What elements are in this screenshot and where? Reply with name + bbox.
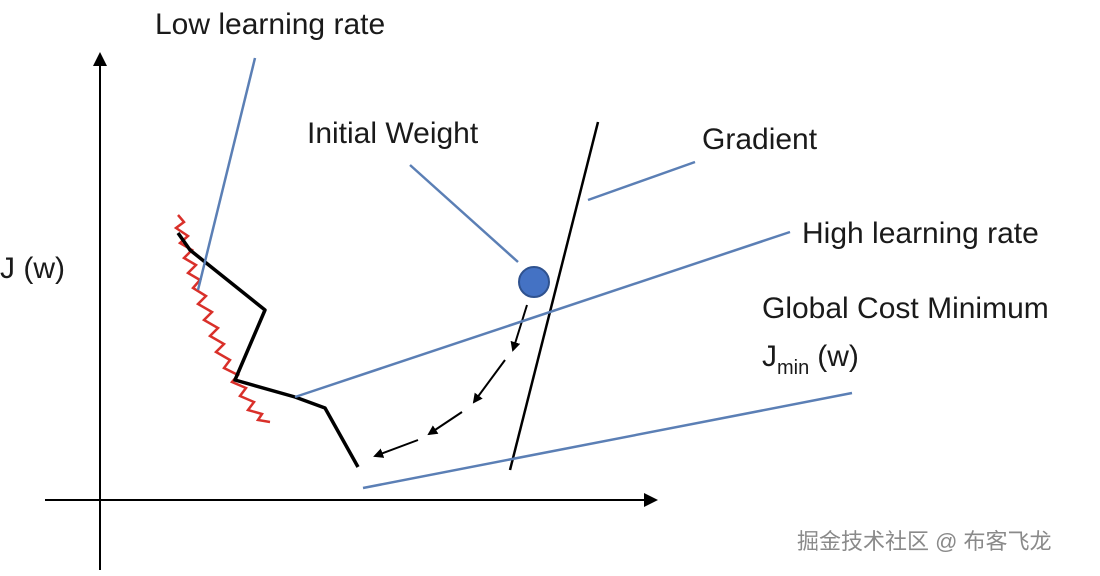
callout-line <box>409 164 519 263</box>
callout-line <box>362 391 853 490</box>
callout-line <box>294 230 791 399</box>
label: Low learning rate <box>155 8 385 41</box>
watermark: 掘金技术社区 @ 布客飞龙 <box>797 529 1052 554</box>
descent-arrows <box>373 304 528 458</box>
axis-label: J (w) <box>0 252 65 285</box>
label: Gradient <box>702 123 818 156</box>
label: Global Cost Minimum <box>762 292 1049 325</box>
symbol: J <box>762 340 777 373</box>
callout-line <box>587 160 696 202</box>
initial-weight-point <box>518 266 550 298</box>
callout-line <box>196 57 257 291</box>
label: Jmin (w) <box>762 340 859 379</box>
gradient-line <box>508 121 600 471</box>
subscript: min <box>777 357 809 379</box>
label: Initial Weight <box>307 117 479 150</box>
argument: (w) <box>817 340 859 373</box>
low-rate-path <box>173 214 271 424</box>
high-rate-path <box>176 231 360 468</box>
label: High learning rate <box>802 217 1039 250</box>
